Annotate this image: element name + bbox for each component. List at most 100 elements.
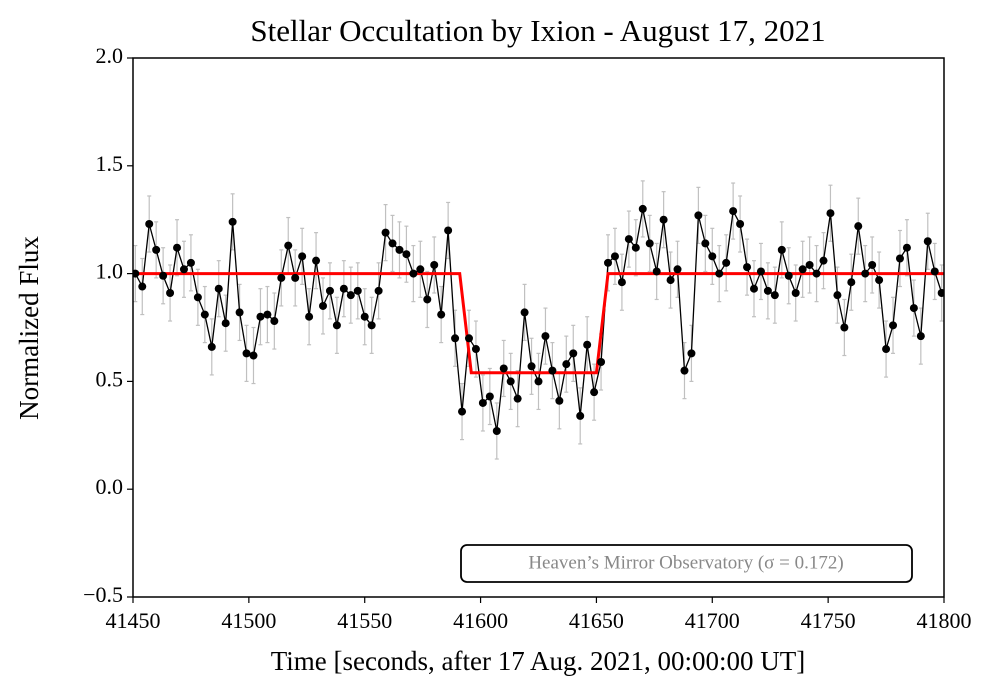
data-point <box>478 398 487 407</box>
data-point <box>597 357 606 366</box>
data-point <box>402 250 411 259</box>
data-point <box>235 308 244 317</box>
data-point <box>666 276 675 285</box>
x-tick-label: 41750 <box>801 608 856 633</box>
data-point <box>652 267 661 276</box>
data-point <box>673 265 682 274</box>
data-point <box>360 312 369 321</box>
data-point <box>909 304 918 313</box>
data-point <box>826 209 835 218</box>
data-point <box>200 310 209 319</box>
x-tick-label: 41450 <box>106 608 161 633</box>
data-point <box>902 243 911 252</box>
data-point <box>749 284 758 293</box>
data-point <box>624 235 633 244</box>
data-point <box>319 301 328 310</box>
data-point <box>861 269 870 278</box>
data-point <box>291 273 300 282</box>
data-point <box>610 252 619 261</box>
data-point <box>458 407 467 416</box>
data-point <box>221 319 230 328</box>
data-point <box>756 267 765 276</box>
data-point <box>166 289 175 298</box>
data-point <box>791 289 800 298</box>
data-point <box>242 349 251 358</box>
data-point <box>923 237 932 246</box>
data-point <box>451 334 460 343</box>
data-point <box>332 321 341 330</box>
data-point <box>875 276 884 285</box>
x-tick-label: 41500 <box>221 608 276 633</box>
data-point <box>645 239 654 248</box>
y-tick-label: −0.5 <box>83 582 123 607</box>
data-point <box>527 362 536 371</box>
chart-title: Stellar Occultation by Ixion - August 17… <box>250 13 825 48</box>
data-point <box>930 267 939 276</box>
data-point <box>312 256 321 265</box>
data-point <box>325 286 334 295</box>
data-point <box>520 308 529 317</box>
data-point <box>138 282 147 291</box>
data-point <box>395 245 404 254</box>
data-point <box>353 286 362 295</box>
y-axis-label: Normalized Flux <box>14 236 44 420</box>
data-point <box>409 269 418 278</box>
data-point <box>777 245 786 254</box>
data-point <box>186 258 195 267</box>
data-point <box>471 345 480 354</box>
data-point <box>770 291 779 300</box>
data-point <box>506 377 515 386</box>
data-point <box>339 284 348 293</box>
data-point <box>228 217 237 226</box>
data-point <box>416 265 425 274</box>
data-point <box>854 222 863 231</box>
data-point <box>868 260 877 269</box>
data-point <box>145 220 154 229</box>
data-point <box>659 215 668 224</box>
data-point <box>562 360 571 369</box>
data-point <box>805 260 814 269</box>
data-point <box>784 271 793 280</box>
data-point <box>916 332 925 341</box>
data-point <box>346 291 355 300</box>
data-point <box>631 243 640 252</box>
data-point <box>207 342 216 351</box>
data-point <box>534 377 543 386</box>
data-point <box>694 211 703 220</box>
data-point <box>743 263 752 272</box>
data-point <box>249 351 258 360</box>
data-point <box>492 426 501 435</box>
data-point <box>833 291 842 300</box>
data-point <box>889 321 898 330</box>
data-point <box>937 289 944 298</box>
data-point <box>569 349 578 358</box>
data-point <box>256 312 265 321</box>
x-tick-label: 41700 <box>685 608 740 633</box>
data-point <box>305 312 314 321</box>
data-point <box>895 254 904 263</box>
data-point <box>617 278 626 287</box>
data-point <box>270 317 279 326</box>
data-point <box>374 286 383 295</box>
data-point <box>604 258 613 267</box>
x-tick-label: 41600 <box>453 608 508 633</box>
data-point <box>701 239 710 248</box>
x-tick-label: 41550 <box>337 608 392 633</box>
data-point <box>576 411 585 420</box>
x-axis-label: Time [seconds, after 17 Aug. 2021, 00:00… <box>271 646 805 676</box>
data-point <box>263 310 272 319</box>
data-point <box>298 252 307 261</box>
plot-area <box>133 180 944 460</box>
data-point <box>583 340 592 349</box>
y-tick-label: 0.5 <box>96 366 124 391</box>
data-point <box>590 388 599 397</box>
data-point <box>464 334 473 343</box>
data-point <box>173 243 182 252</box>
y-tick-label: 1.0 <box>96 259 124 284</box>
data-point <box>423 295 432 304</box>
data-point <box>638 204 647 213</box>
data-point <box>430 260 439 269</box>
plot-frame <box>132 57 945 598</box>
data-point <box>882 345 891 354</box>
